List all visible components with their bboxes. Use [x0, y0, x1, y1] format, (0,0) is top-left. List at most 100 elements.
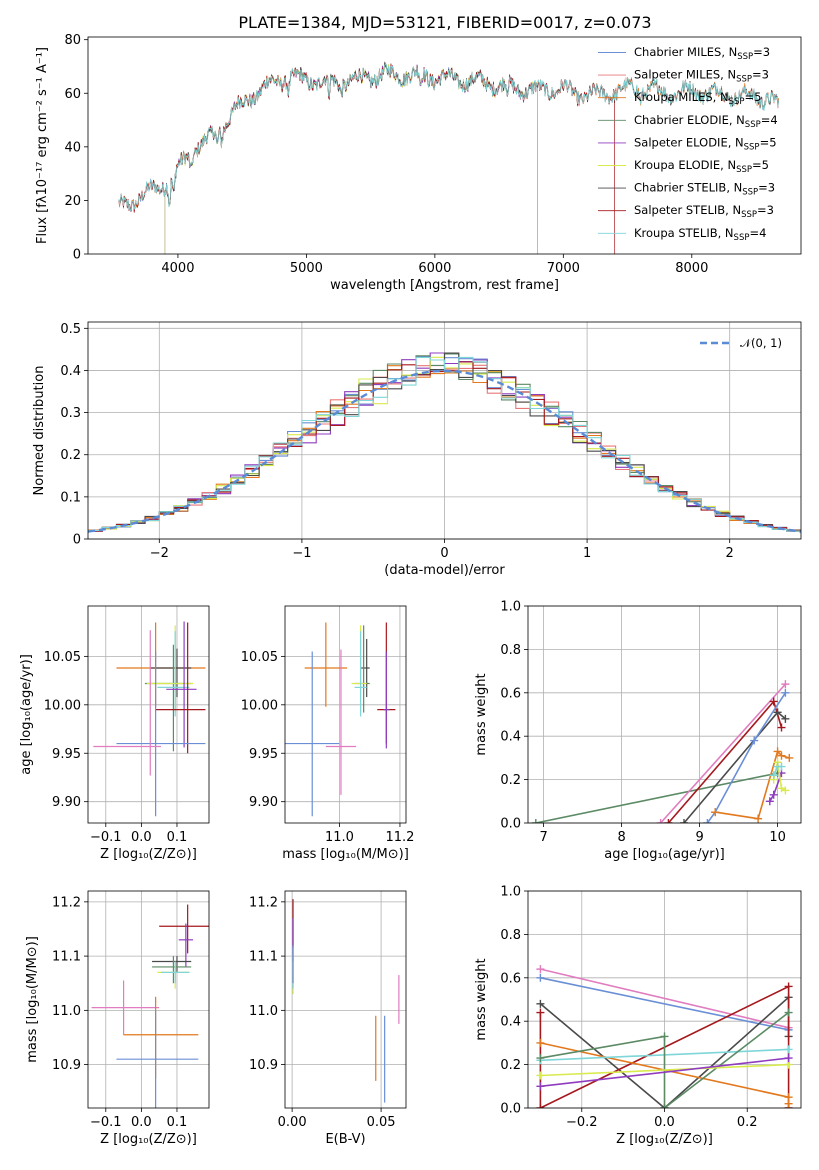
x-tick-label: 0.05: [367, 1115, 396, 1130]
mass_vs_Z-xlabel: Z [log₁₀(Z/Z⊙)]: [100, 1132, 197, 1147]
y-tick-label: 10.05: [241, 650, 278, 665]
weight-marker: [536, 1054, 545, 1063]
y-tick-label: 10.05: [44, 650, 81, 665]
x-tick-label: −0.2: [566, 1115, 598, 1130]
weight_vs_age-frame: [527, 605, 802, 824]
weight-marker: [536, 965, 545, 974]
y-tick-label: 1.0: [500, 600, 521, 615]
y-tick-label: 0.4: [500, 730, 521, 745]
weight-marker: [773, 708, 782, 717]
weight_vs_age-ylabel: mass weight: [474, 673, 489, 755]
weight-marker: [784, 1054, 793, 1063]
weight-marker: [536, 1071, 545, 1080]
y-tick-label: 0.4: [60, 364, 81, 379]
x-tick-label: −0.1: [90, 1115, 122, 1130]
mass_vs_Z-grid: [88, 891, 209, 1108]
y-tick-label: 0.6: [500, 686, 521, 701]
weight-marker: [773, 747, 782, 756]
y-tick-label: 9.95: [52, 747, 81, 762]
x-tick-label: 8000: [675, 261, 708, 276]
weight_vs_age-axes: 7 8 9 10 0.0 0.2 0.4 0.6 0.8 1.0 age [log₁₀(age/yr…: [474, 600, 802, 862]
age_vs_Z-ylabel: age [log₁₀(age/yr)]: [19, 654, 34, 775]
legend-entry: Chabrier MILES, NSSP=3: [634, 45, 770, 62]
mass_vs_Z-frame: [87, 890, 210, 1109]
weight-marker: [777, 751, 786, 760]
y-tick-label: 11.2: [52, 895, 81, 910]
y-tick-label: 10.00: [44, 698, 81, 713]
weight-line: [540, 1057, 789, 1088]
x-tick-label: 4000: [161, 261, 194, 276]
weight-marker: [781, 786, 790, 795]
weight-marker: [769, 771, 778, 780]
gaussian-reference-line: [88, 369, 801, 533]
x-tick-label: 0.0: [654, 1115, 675, 1130]
spectrum-plot-area: [118, 61, 779, 254]
legend-entry: 𝒩(0, 1): [740, 336, 782, 350]
weight_vs_Z-axes: −0.2 0.0 0.2 0.0 0.2 0.4 0.6 0.8 1.0 Z [log₁₀(Z/Z…: [474, 885, 802, 1147]
weight-marker: [781, 714, 790, 723]
y-tick-label: 0.2: [500, 773, 521, 788]
x-tick-label: 0.1: [167, 830, 188, 845]
spectrum-frame: [87, 36, 802, 255]
weight-marker: [703, 819, 712, 823]
spectrum-line-kroupa-elodie: [164, 64, 538, 254]
weight-marker: [680, 819, 688, 823]
x-tick-label: 2: [726, 546, 734, 561]
y-tick-label: 0.0: [500, 1102, 521, 1117]
legend-entry: Salpeter ELODIE, NSSP=5: [634, 135, 777, 152]
x-tick-label: 6000: [418, 261, 451, 276]
weight-marker: [536, 999, 545, 1008]
age_vs_mass-xlabel: mass [log₁₀(M/M⊙)]: [282, 847, 409, 862]
spectrum-line-salpeter-elodie: [164, 64, 538, 254]
weight-line: [540, 968, 789, 1029]
weight_vs_Z-xlabel: Z [log₁₀(Z/Z⊙)]: [616, 1132, 713, 1147]
weight_vs_Z-plot-area: [536, 965, 793, 1108]
weight-marker: [660, 1032, 669, 1041]
mass_vs_ebv-frame: [284, 890, 407, 1109]
legend-entry: Salpeter MILES, NSSP=3: [634, 68, 769, 85]
x-tick-label: 0.0: [131, 830, 152, 845]
y-tick-label: 0.5: [60, 322, 81, 337]
weight-marker: [769, 790, 778, 799]
y-tick-label: 1.0: [500, 885, 521, 900]
y-tick-label: 0.2: [60, 448, 81, 463]
x-tick-label: −1: [292, 546, 311, 561]
weight-marker: [777, 723, 786, 732]
weight-line: [535, 772, 778, 823]
legend-entry: Chabrier ELODIE, NSSP=4: [634, 113, 778, 130]
y-tick-label: 10.9: [52, 1058, 81, 1073]
weight-line: [540, 977, 789, 1031]
weight-marker: [784, 982, 793, 991]
age_vs_Z-grid: [88, 606, 209, 823]
y-tick-label: 0: [73, 533, 81, 548]
residuals-xlabel: (data-model)/error: [384, 563, 505, 578]
x-tick-label: 0.1: [167, 1115, 188, 1130]
weight-marker: [536, 973, 545, 982]
y-tick-label: 10.00: [241, 698, 278, 713]
y-tick-label: 0.2: [500, 1058, 521, 1073]
y-tick-label: 0.4: [500, 1015, 521, 1030]
weight-marker: [531, 819, 540, 823]
y-tick-label: 10.9: [249, 1058, 278, 1073]
y-tick-label: 60: [64, 87, 81, 102]
y-tick-label: 0.1: [60, 490, 81, 505]
y-tick-label: 11.0: [249, 1004, 278, 1019]
mass_vs_ebv-axes: 0.00 0.05 10.9 11.0 11.1 11.2 E(B-V): [249, 890, 407, 1147]
spectrum-line-kroupa-stelib: [118, 63, 779, 212]
weight-marker: [785, 753, 794, 762]
y-tick-label: 11.2: [249, 895, 278, 910]
x-tick-label: −2: [150, 546, 169, 561]
y-tick-label: 0.3: [60, 406, 81, 421]
x-tick-label: 11.2: [385, 830, 414, 845]
weight-marker: [769, 697, 778, 706]
age_vs_Z-frame: [87, 605, 210, 824]
weight-marker: [784, 1045, 793, 1054]
weight-marker: [711, 808, 720, 817]
x-tick-label: 0.2: [737, 1115, 758, 1130]
spectrum-ylabel: Flux [fλ10⁻¹⁷ erg cm⁻² s⁻¹ A⁻¹]: [35, 47, 50, 244]
x-tick-label: 7: [539, 830, 547, 845]
x-tick-label: 7000: [547, 261, 580, 276]
x-tick-label: 10: [769, 830, 786, 845]
mass_vs_ebv-grid: [285, 891, 406, 1108]
weight_vs_Z-ylabel: mass weight: [474, 958, 489, 1040]
